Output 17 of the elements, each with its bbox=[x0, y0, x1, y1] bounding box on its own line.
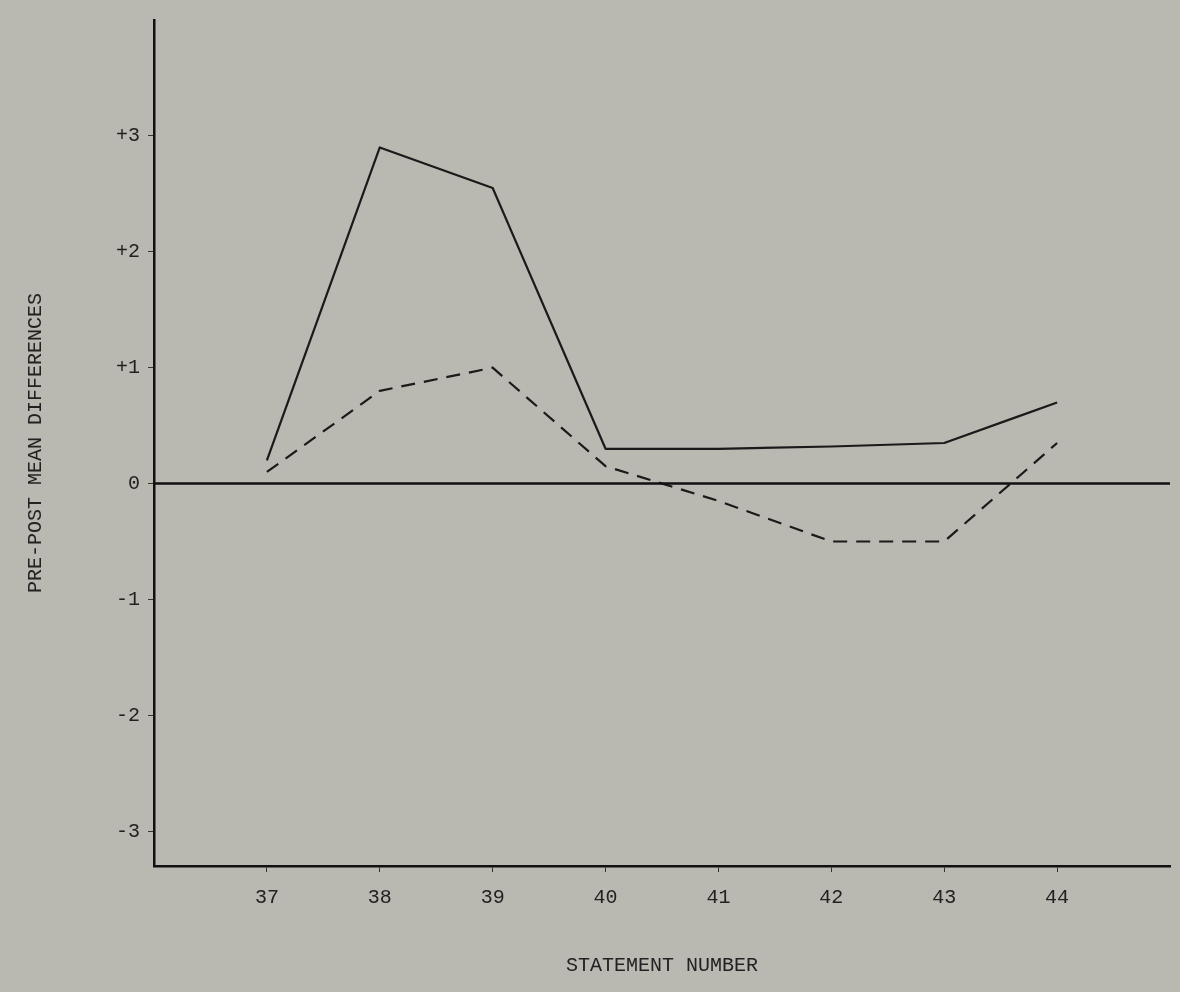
y-tick-label: -1 bbox=[115, 587, 140, 611]
y-tick-label: -3 bbox=[115, 819, 140, 843]
x-tick-label: 44 bbox=[1045, 886, 1070, 910]
x-tick-label: 40 bbox=[593, 886, 618, 910]
y-tick-label: +1 bbox=[115, 355, 140, 379]
x-tick-label: 37 bbox=[254, 886, 279, 910]
y-axis-title: PRE-POST MEAN DIFFERENCES bbox=[24, 292, 48, 594]
y-tick-label: -2 bbox=[115, 703, 140, 727]
x-tick-label: 42 bbox=[819, 886, 844, 910]
x-tick-label: 38 bbox=[367, 886, 392, 910]
y-tick-label: +2 bbox=[115, 240, 140, 264]
x-tick-label: 43 bbox=[932, 886, 957, 910]
x-tick-label: 41 bbox=[706, 886, 731, 910]
x-axis-title: STATEMENT NUMBER bbox=[565, 954, 759, 978]
x-tick-label: 39 bbox=[480, 886, 505, 910]
y-tick-label: +3 bbox=[115, 124, 140, 148]
y-tick-label: 0 bbox=[127, 471, 140, 495]
